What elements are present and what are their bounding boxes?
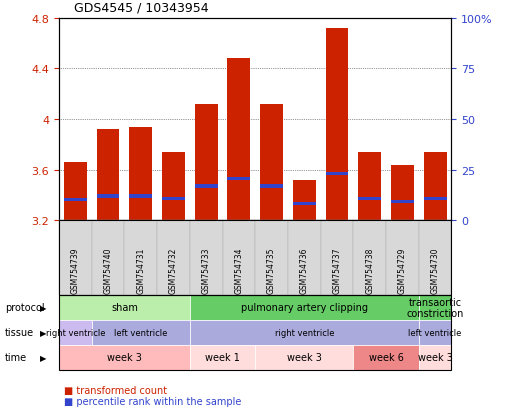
Text: protocol: protocol — [5, 303, 45, 313]
Bar — [195, 185, 218, 188]
Text: week 3: week 3 — [418, 352, 452, 362]
Bar — [129, 195, 152, 198]
Text: week 3: week 3 — [287, 352, 322, 362]
Text: GSM754729: GSM754729 — [398, 247, 407, 293]
Bar — [227, 59, 250, 221]
Bar — [96, 195, 120, 198]
Text: tissue: tissue — [5, 328, 34, 337]
Text: GSM754730: GSM754730 — [430, 247, 440, 293]
Text: GDS4545 / 10343954: GDS4545 / 10343954 — [74, 2, 209, 14]
Text: left ventricle: left ventricle — [114, 328, 167, 337]
Text: ▶: ▶ — [40, 303, 47, 312]
Text: sham: sham — [111, 303, 138, 313]
Bar — [260, 185, 283, 188]
Bar — [358, 197, 381, 201]
Text: week 1: week 1 — [205, 352, 240, 362]
Text: GSM754737: GSM754737 — [332, 247, 342, 293]
Text: pulmonary artery clipping: pulmonary artery clipping — [241, 303, 368, 313]
Bar — [162, 153, 185, 221]
Text: transaortic
constriction: transaortic constriction — [406, 297, 464, 318]
Bar — [424, 153, 446, 221]
Text: GSM754731: GSM754731 — [136, 247, 145, 293]
Bar — [260, 104, 283, 221]
Bar — [326, 172, 348, 176]
Text: ▶: ▶ — [40, 328, 47, 337]
Text: ■ percentile rank within the sample: ■ percentile rank within the sample — [64, 396, 242, 406]
Bar — [129, 127, 152, 221]
Bar — [293, 203, 315, 206]
Text: week 3: week 3 — [107, 352, 142, 362]
Text: GSM754735: GSM754735 — [267, 247, 276, 293]
Bar — [358, 153, 381, 221]
Text: GSM754732: GSM754732 — [169, 247, 178, 293]
Bar — [162, 197, 185, 201]
Text: GSM754733: GSM754733 — [202, 247, 211, 293]
Bar — [64, 163, 87, 221]
Bar — [227, 177, 250, 180]
Text: GSM754739: GSM754739 — [71, 247, 80, 293]
Text: ■ transformed count: ■ transformed count — [64, 385, 167, 395]
Text: week 6: week 6 — [369, 352, 403, 362]
Text: GSM754734: GSM754734 — [234, 247, 243, 293]
Bar — [96, 130, 120, 221]
Text: left ventricle: left ventricle — [408, 328, 462, 337]
Text: GSM754740: GSM754740 — [104, 247, 112, 293]
Text: right ventricle: right ventricle — [46, 328, 105, 337]
Bar — [424, 197, 446, 201]
Bar — [293, 180, 315, 221]
Text: GSM754738: GSM754738 — [365, 247, 374, 293]
Bar — [391, 165, 414, 221]
Bar — [326, 29, 348, 221]
Text: GSM754736: GSM754736 — [300, 247, 309, 293]
Bar — [64, 199, 87, 202]
Bar — [391, 200, 414, 203]
Text: ▶: ▶ — [40, 353, 47, 362]
Bar — [195, 104, 218, 221]
Text: right ventricle: right ventricle — [274, 328, 334, 337]
Text: time: time — [5, 352, 27, 362]
